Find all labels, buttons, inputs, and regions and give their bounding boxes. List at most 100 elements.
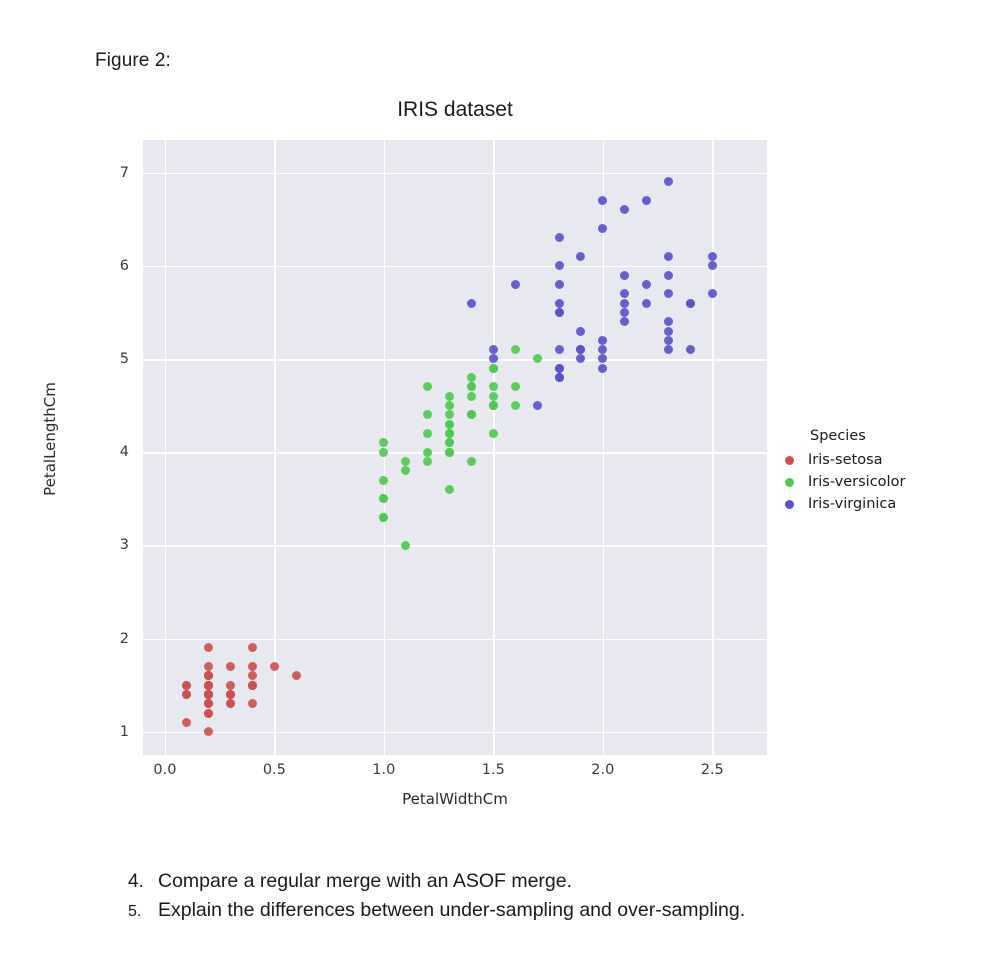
data-point (445, 401, 455, 411)
data-point (445, 484, 455, 494)
data-point (379, 512, 389, 522)
x-tick-label: 1.5 (481, 762, 505, 778)
data-point (663, 177, 673, 187)
data-point (598, 224, 608, 234)
gridline-horizontal (143, 358, 767, 361)
data-point (204, 671, 214, 681)
data-point (663, 326, 673, 336)
y-tick-label: 6 (119, 257, 129, 274)
data-point (291, 671, 301, 681)
data-point (663, 270, 673, 280)
legend-item[interactable]: Iris-virginica (785, 493, 990, 515)
y-tick-label: 3 (119, 537, 129, 554)
question-item: 5. Explain the differences between under-… (128, 897, 928, 924)
data-point (554, 307, 564, 317)
y-tick-label: 4 (119, 444, 129, 461)
data-point (445, 391, 455, 401)
question-item: 4. Compare a regular merge with an ASOF m… (128, 868, 928, 895)
gridline-vertical (493, 140, 495, 755)
data-point (204, 680, 214, 690)
data-point (554, 298, 564, 308)
data-point (488, 354, 498, 364)
data-point (620, 205, 630, 215)
data-point (598, 345, 608, 355)
data-point (642, 279, 652, 289)
legend-marker-icon (785, 499, 794, 509)
legend-title: Species (810, 428, 866, 444)
data-point (532, 354, 542, 364)
legend: Species Iris-setosa Iris-versicolor Iris-v… (785, 428, 990, 515)
data-point (379, 494, 389, 504)
data-point (401, 540, 411, 550)
question-number: 4. (128, 871, 144, 892)
data-point (445, 438, 455, 448)
data-point (247, 680, 257, 690)
data-point (554, 261, 564, 271)
data-point (554, 279, 564, 289)
y-tick-label: 1 (119, 723, 129, 740)
data-point (379, 475, 389, 485)
gridline-horizontal (143, 172, 767, 175)
figure-caption: Figure 2: (95, 50, 171, 71)
data-point (488, 429, 498, 439)
data-point (226, 680, 236, 690)
data-point (204, 661, 214, 671)
y-tick-label: 5 (119, 350, 129, 367)
data-point (554, 345, 564, 355)
data-point (532, 401, 542, 411)
data-point (466, 456, 476, 466)
legend-item[interactable]: Iris-setosa (785, 449, 990, 471)
data-point (707, 289, 717, 299)
data-point (620, 298, 630, 308)
data-point (554, 373, 564, 383)
legend-item[interactable]: Iris-versicolor (785, 471, 990, 493)
data-point (642, 196, 652, 206)
data-point (663, 289, 673, 299)
y-axis-label: PetalLengthCm (41, 382, 59, 496)
x-tick-label: 1.0 (372, 762, 396, 778)
data-point (204, 708, 214, 718)
data-point (247, 643, 257, 653)
question-list: 4. Compare a regular merge with an ASOF m… (128, 868, 928, 926)
data-point (488, 401, 498, 411)
data-point (379, 447, 389, 457)
data-point (423, 447, 433, 457)
data-point (554, 233, 564, 243)
data-point (488, 363, 498, 373)
data-point (423, 410, 433, 420)
gridline-vertical (164, 140, 167, 755)
data-point (445, 429, 455, 439)
data-point (510, 279, 520, 289)
x-tick-label: 2.0 (591, 762, 615, 778)
data-point (204, 689, 214, 699)
data-point (685, 298, 695, 308)
data-point (620, 270, 630, 280)
data-point (445, 419, 455, 429)
chart-title: IRIS dataset (397, 98, 513, 121)
y-tick-label: 2 (119, 630, 129, 647)
data-point (423, 429, 433, 439)
data-point (685, 345, 695, 355)
question-text: Compare a regular merge with an ASOF mer… (158, 870, 573, 892)
question-number: 5. (128, 903, 142, 920)
data-point (379, 438, 389, 448)
gridline-vertical (383, 140, 386, 755)
data-point (226, 661, 236, 671)
data-point (663, 251, 673, 261)
data-point (554, 363, 564, 373)
data-point (182, 689, 192, 699)
data-point (663, 335, 673, 345)
data-point (488, 345, 498, 355)
data-point (226, 689, 236, 699)
data-point (576, 354, 586, 364)
data-point (423, 382, 433, 392)
legend-marker-icon (785, 477, 794, 487)
data-point (401, 456, 411, 466)
data-point (204, 699, 214, 709)
data-point (247, 661, 257, 671)
gridline-vertical (274, 140, 276, 755)
data-point (445, 447, 455, 457)
gridline-horizontal (143, 265, 767, 268)
legend-item-label: Iris-setosa (808, 452, 883, 468)
data-point (182, 717, 192, 727)
